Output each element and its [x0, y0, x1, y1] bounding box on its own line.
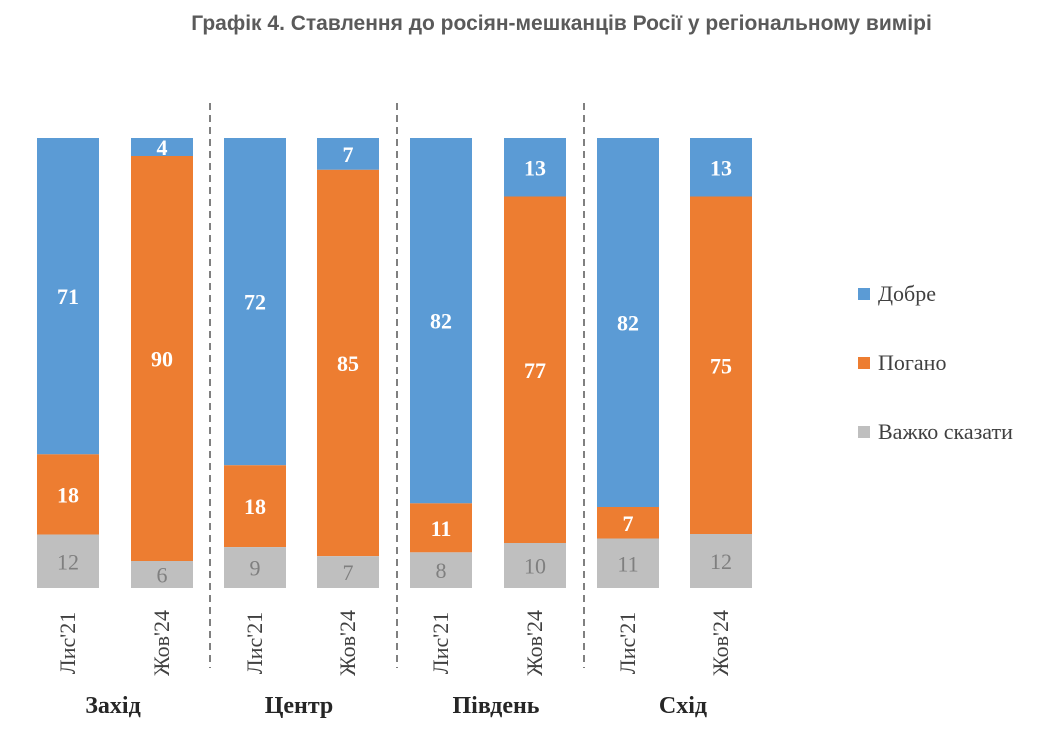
segment-dobre	[690, 138, 752, 197]
segment-pohano	[504, 196, 566, 543]
segment-dobre	[37, 138, 99, 455]
data-label: 7	[343, 560, 354, 585]
x-tick-label: Лис'21	[428, 612, 453, 674]
x-tick-label: Лис'21	[55, 612, 80, 674]
chart-title: Графік 4. Ставлення до росіян-мешканців …	[191, 12, 932, 35]
segment-vazhko	[131, 561, 193, 588]
region-label: Схід	[659, 693, 707, 719]
legend-item-pohano: Погано	[858, 347, 1013, 379]
x-tick-label: Жов'24	[708, 610, 733, 676]
segment-pohano	[597, 507, 659, 539]
legend-label-dobre: Добре	[878, 281, 936, 306]
data-label: 71	[57, 284, 79, 309]
segment-pohano	[224, 465, 286, 548]
data-label: 90	[151, 347, 173, 372]
segment-dobre	[504, 138, 566, 197]
x-tick-label: Лис'21	[242, 612, 267, 674]
data-label: 12	[710, 549, 732, 574]
x-tick-label: Жов'24	[335, 610, 360, 676]
segment-pohano	[317, 169, 379, 557]
segment-pohano	[410, 503, 472, 553]
legend-label-pohano: Погано	[878, 350, 947, 375]
legend-swatch-vazhko	[858, 426, 870, 438]
segment-dobre	[597, 138, 659, 507]
data-label: 85	[337, 351, 359, 376]
segment-vazhko	[597, 538, 659, 588]
data-label: 7	[623, 511, 634, 536]
data-label: 13	[524, 155, 546, 180]
segment-dobre	[410, 138, 472, 504]
segment-vazhko	[690, 534, 752, 588]
segment-pohano	[131, 156, 193, 561]
data-label: 18	[57, 482, 79, 507]
data-label: 4	[157, 135, 168, 160]
data-label: 72	[244, 290, 266, 315]
data-label: 18	[244, 494, 266, 519]
segment-dobre	[317, 138, 379, 170]
data-label: 13	[710, 155, 732, 180]
legend-swatch-dobre	[858, 288, 870, 300]
legend-label-vazhko: Важко сказати	[878, 419, 1013, 444]
segment-vazhko	[317, 556, 379, 588]
data-label: 6	[157, 563, 168, 588]
data-label: 82	[430, 309, 452, 334]
legend-swatch-pohano	[858, 357, 870, 369]
segment-vazhko	[410, 552, 472, 588]
data-label: 10	[524, 554, 546, 579]
x-tick-label: Жов'24	[522, 610, 547, 676]
segment-pohano	[37, 454, 99, 535]
x-tick-label: Жов'24	[149, 610, 174, 676]
data-label: 12	[57, 549, 79, 574]
segment-dobre	[224, 138, 286, 466]
segment-vazhko	[37, 534, 99, 588]
data-label: 9	[250, 556, 261, 581]
region-label: Центр	[265, 693, 334, 719]
data-label: 8	[436, 558, 447, 583]
data-label: 77	[524, 358, 546, 383]
data-label: 82	[617, 311, 639, 336]
segment-dobre	[131, 138, 193, 156]
segment-vazhko	[504, 543, 566, 588]
x-tick-label: Лис'21	[615, 612, 640, 674]
segment-vazhko	[224, 547, 286, 588]
region-label: Захід	[85, 693, 140, 719]
data-label: 7	[343, 142, 354, 167]
legend: Добре Погано Важко сказати	[858, 278, 1013, 485]
data-label: 11	[617, 551, 638, 576]
data-label: 75	[710, 353, 732, 378]
data-label: 11	[431, 516, 452, 541]
segment-pohano	[690, 196, 752, 534]
legend-item-dobre: Добре	[858, 278, 1013, 310]
region-label: Південь	[452, 693, 539, 719]
legend-item-vazhko: Важко сказати	[858, 416, 1013, 448]
